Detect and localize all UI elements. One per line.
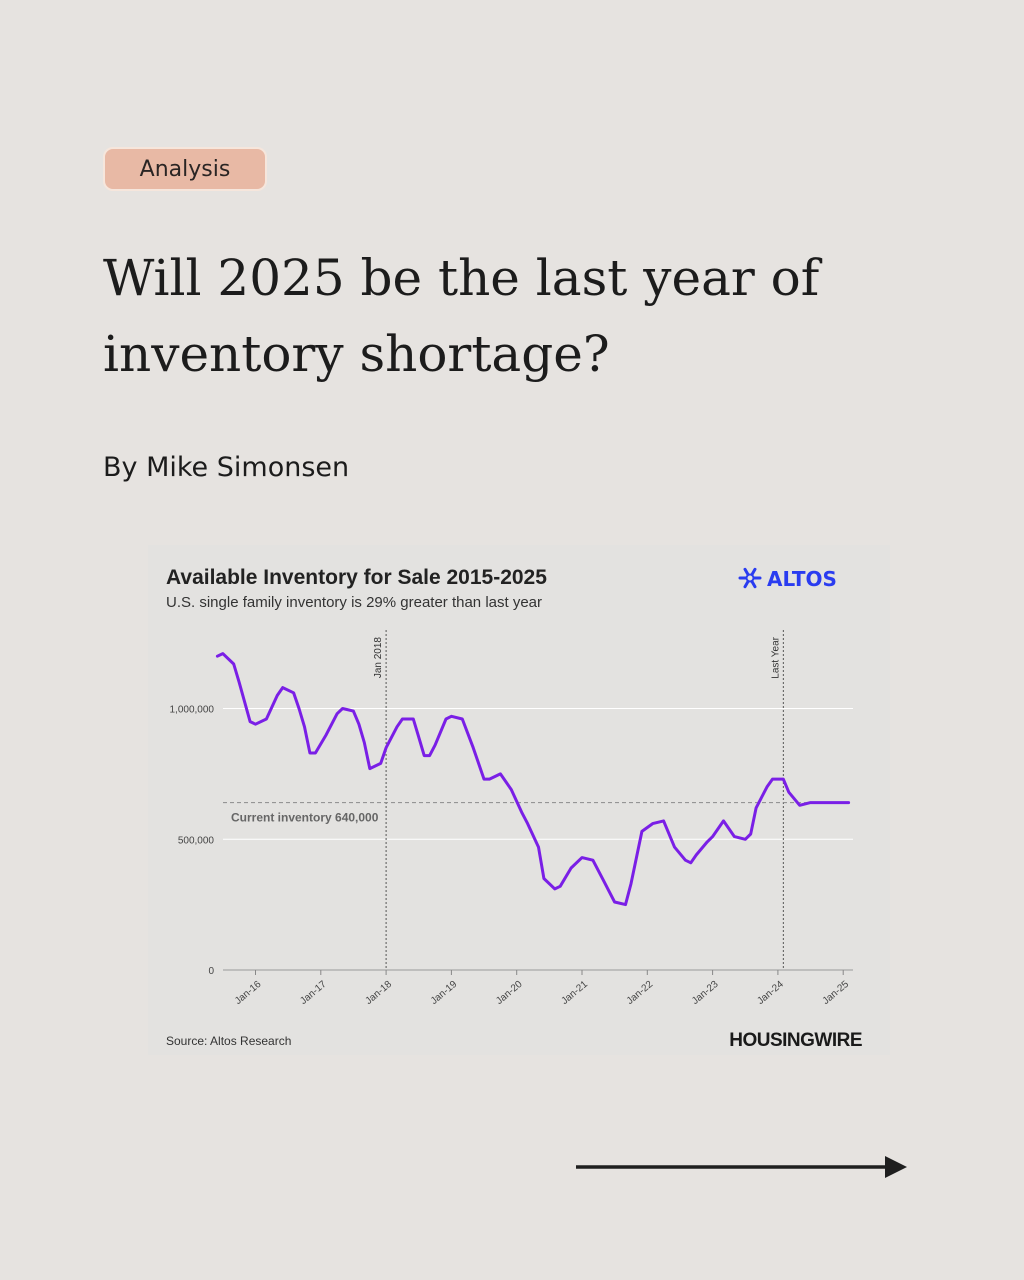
chart-subtitle: U.S. single family inventory is 29% grea… [166,594,542,611]
x-tick-label: Jan-25 [821,979,852,1007]
x-tick-label: Jan-23 [690,979,721,1007]
y-tick-label: 500,000 [178,835,215,846]
altos-brand-label: ALTOS [767,567,837,591]
article-headline: Will 2025 be the last year of inventory … [103,249,820,383]
y-tick-label: 1,000,000 [170,705,215,716]
x-tick-label: Jan-16 [233,979,264,1007]
inventory-chart: Available Inventory for Sale 2015-2025 U… [166,566,863,1051]
arrow-right-icon[interactable] [576,1150,912,1184]
x-tick-label: Jan-17 [298,979,329,1007]
y-tick-label: 0 [208,966,214,977]
chart-title: Available Inventory for Sale 2015-2025 [166,566,547,589]
x-tick-label: Jan-21 [559,979,590,1007]
author-byline: By Mike Simonsen [103,452,350,483]
category-tag[interactable]: Analysis [103,147,267,191]
housingwire-logo: HOUSINGWIRE [729,1030,862,1051]
x-tick-label: Jan-18 [364,979,395,1007]
x-tick-label: Jan-22 [625,979,656,1007]
x-tick-label: Jan-20 [494,979,525,1007]
chart-source: Source: Altos Research [166,1034,291,1048]
chart-card: Available Inventory for Sale 2015-2025 U… [148,545,890,1055]
x-tick-label: Jan-19 [429,979,460,1007]
altos-logo-icon [738,567,762,589]
x-tick-label: Jan-24 [755,979,786,1007]
current-inventory-label: Current inventory 640,000 [231,811,379,825]
reference-line-label: Last Year [770,636,781,678]
inventory-series-line [215,652,851,907]
reference-line-label: Jan 2018 [373,637,384,679]
